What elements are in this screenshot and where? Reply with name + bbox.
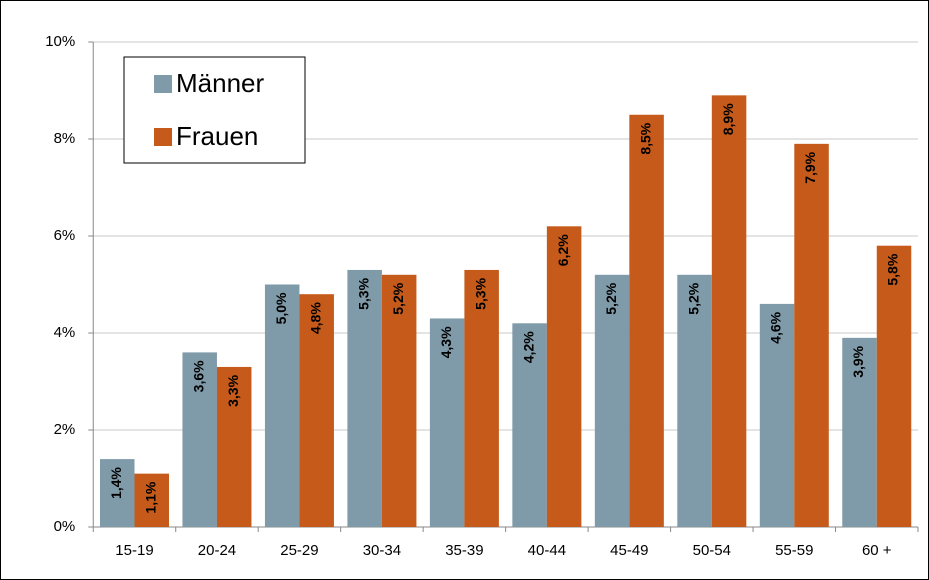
x-tick-label: 35-39 — [445, 542, 483, 559]
x-tick-label: 40-44 — [528, 542, 566, 559]
data-label: 5,2% — [390, 282, 406, 314]
bar — [842, 337, 877, 527]
x-tick-label: 30-34 — [363, 542, 401, 559]
data-label: 5,2% — [685, 282, 701, 314]
data-label: 5,8% — [885, 253, 901, 285]
bar — [546, 226, 582, 528]
bar — [264, 284, 300, 527]
bar — [794, 143, 829, 527]
data-label: 3,9% — [850, 345, 866, 377]
x-tick-label: 55-59 — [775, 542, 813, 559]
data-label: 5,3% — [472, 277, 488, 309]
x-tick-label: 25-29 — [280, 542, 318, 559]
y-tick-label: 2% — [54, 421, 76, 438]
bar — [464, 269, 499, 527]
bar — [876, 245, 912, 527]
data-label: 5,0% — [273, 292, 289, 324]
legend-label: Frauen — [176, 121, 258, 151]
data-label: 1,4% — [108, 467, 124, 499]
bar — [347, 269, 382, 527]
bar — [299, 294, 334, 527]
data-label: 4,2% — [520, 331, 536, 363]
data-label: 4,8% — [307, 302, 323, 334]
y-tick-label: 4% — [54, 324, 76, 341]
data-label: 4,3% — [438, 326, 454, 358]
data-label: 7,9% — [802, 151, 818, 183]
legend-swatch — [154, 75, 172, 93]
x-tick-label: 45-49 — [610, 542, 648, 559]
x-tick-label: 20-24 — [198, 542, 236, 559]
bar — [429, 318, 465, 527]
bar — [182, 352, 217, 527]
x-tick-label: 50-54 — [693, 542, 731, 559]
y-tick-label: 6% — [54, 227, 76, 244]
y-tick-label: 8% — [54, 130, 76, 147]
bar — [711, 95, 747, 527]
data-label: 5,3% — [355, 277, 371, 309]
bar — [216, 366, 252, 527]
bar — [677, 274, 712, 527]
data-label: 8,5% — [637, 122, 653, 154]
data-label: 8,9% — [720, 103, 736, 135]
y-tick-label: 0% — [54, 518, 76, 535]
bar — [99, 459, 135, 527]
bar — [381, 274, 417, 527]
x-tick-label: 60 + — [862, 542, 892, 559]
data-label: 4,6% — [768, 311, 784, 343]
data-label: 3,6% — [190, 360, 206, 392]
legend-swatch — [154, 128, 172, 146]
data-label: 3,3% — [225, 374, 241, 406]
legend-label: Männer — [176, 68, 264, 98]
bar — [629, 114, 664, 527]
data-label: 5,2% — [603, 282, 619, 314]
bar — [594, 274, 630, 527]
bar — [134, 473, 169, 527]
x-tick-label: 15-19 — [115, 542, 153, 559]
y-tick-label: 10% — [45, 33, 75, 50]
data-label: 6,2% — [555, 234, 571, 266]
bar — [759, 303, 795, 527]
bar — [512, 323, 547, 527]
data-label: 1,1% — [142, 481, 158, 513]
